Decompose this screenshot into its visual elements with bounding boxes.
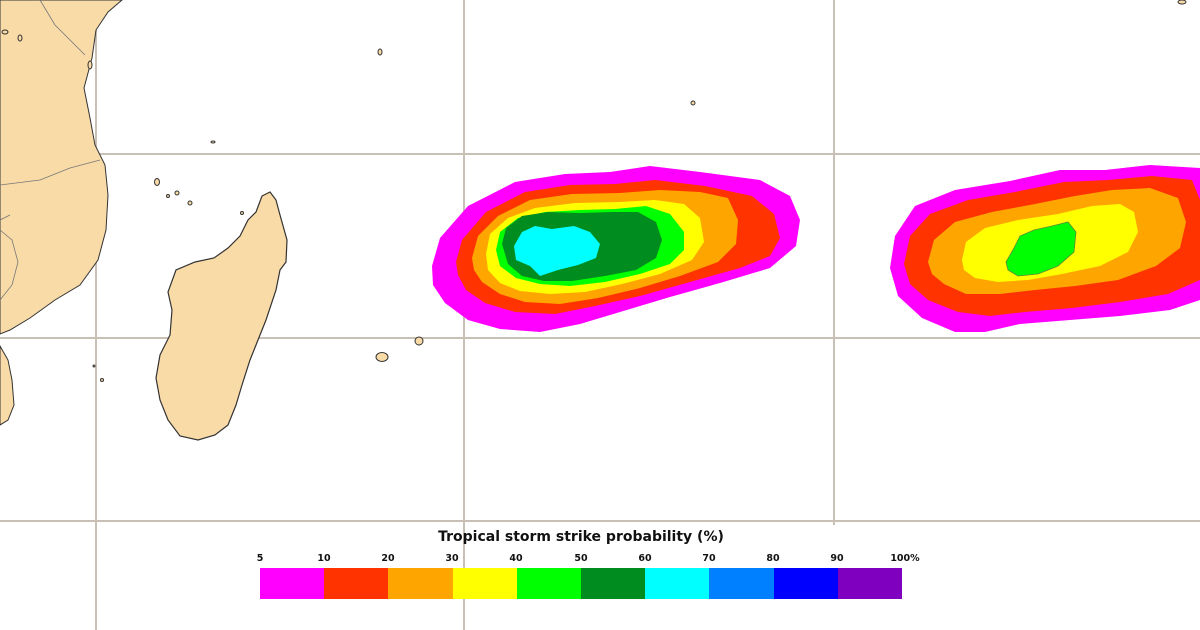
legend-tick: 60: [638, 553, 652, 564]
africa-landmass: [0, 0, 123, 335]
legend-tick: 80: [766, 553, 780, 564]
legend-swatch-4: [516, 568, 582, 599]
legend-swatch-9: [837, 568, 903, 599]
legend-ticks: 5 10 20 30 40 50 60 70 80 90 100%: [0, 553, 1200, 567]
legend-tick: 10: [317, 553, 331, 564]
legend-tick: 20: [381, 553, 395, 564]
legend-tick: 30: [445, 553, 459, 564]
legend-tick: 90: [830, 553, 844, 564]
africa-coast-south: [0, 344, 15, 426]
legend-tick: 40: [509, 553, 523, 564]
legend-swatch-1: [324, 568, 389, 599]
storm-area-east: [890, 165, 1200, 332]
storm-area-west: [432, 166, 800, 332]
legend-tick: 50: [574, 553, 588, 564]
legend-tick: 100%: [890, 553, 920, 564]
legend-swatch-2: [388, 568, 453, 599]
madagascar: [155, 191, 288, 441]
legend-tick: 70: [702, 553, 716, 564]
country-borders: [0, 0, 101, 301]
legend-swatch-7: [709, 568, 774, 599]
legend-swatch-0: [260, 568, 325, 599]
legend-swatch-5: [581, 568, 646, 599]
legend-swatch-3: [452, 568, 517, 599]
legend-title: Tropical storm strike probability (%): [438, 529, 724, 545]
legend-swatch-6: [645, 568, 710, 599]
legend-swatch-8: [773, 568, 838, 599]
islands: [1, 0, 1187, 382]
legend-tick: 5: [256, 553, 264, 564]
legend-colorbar: [260, 568, 903, 599]
